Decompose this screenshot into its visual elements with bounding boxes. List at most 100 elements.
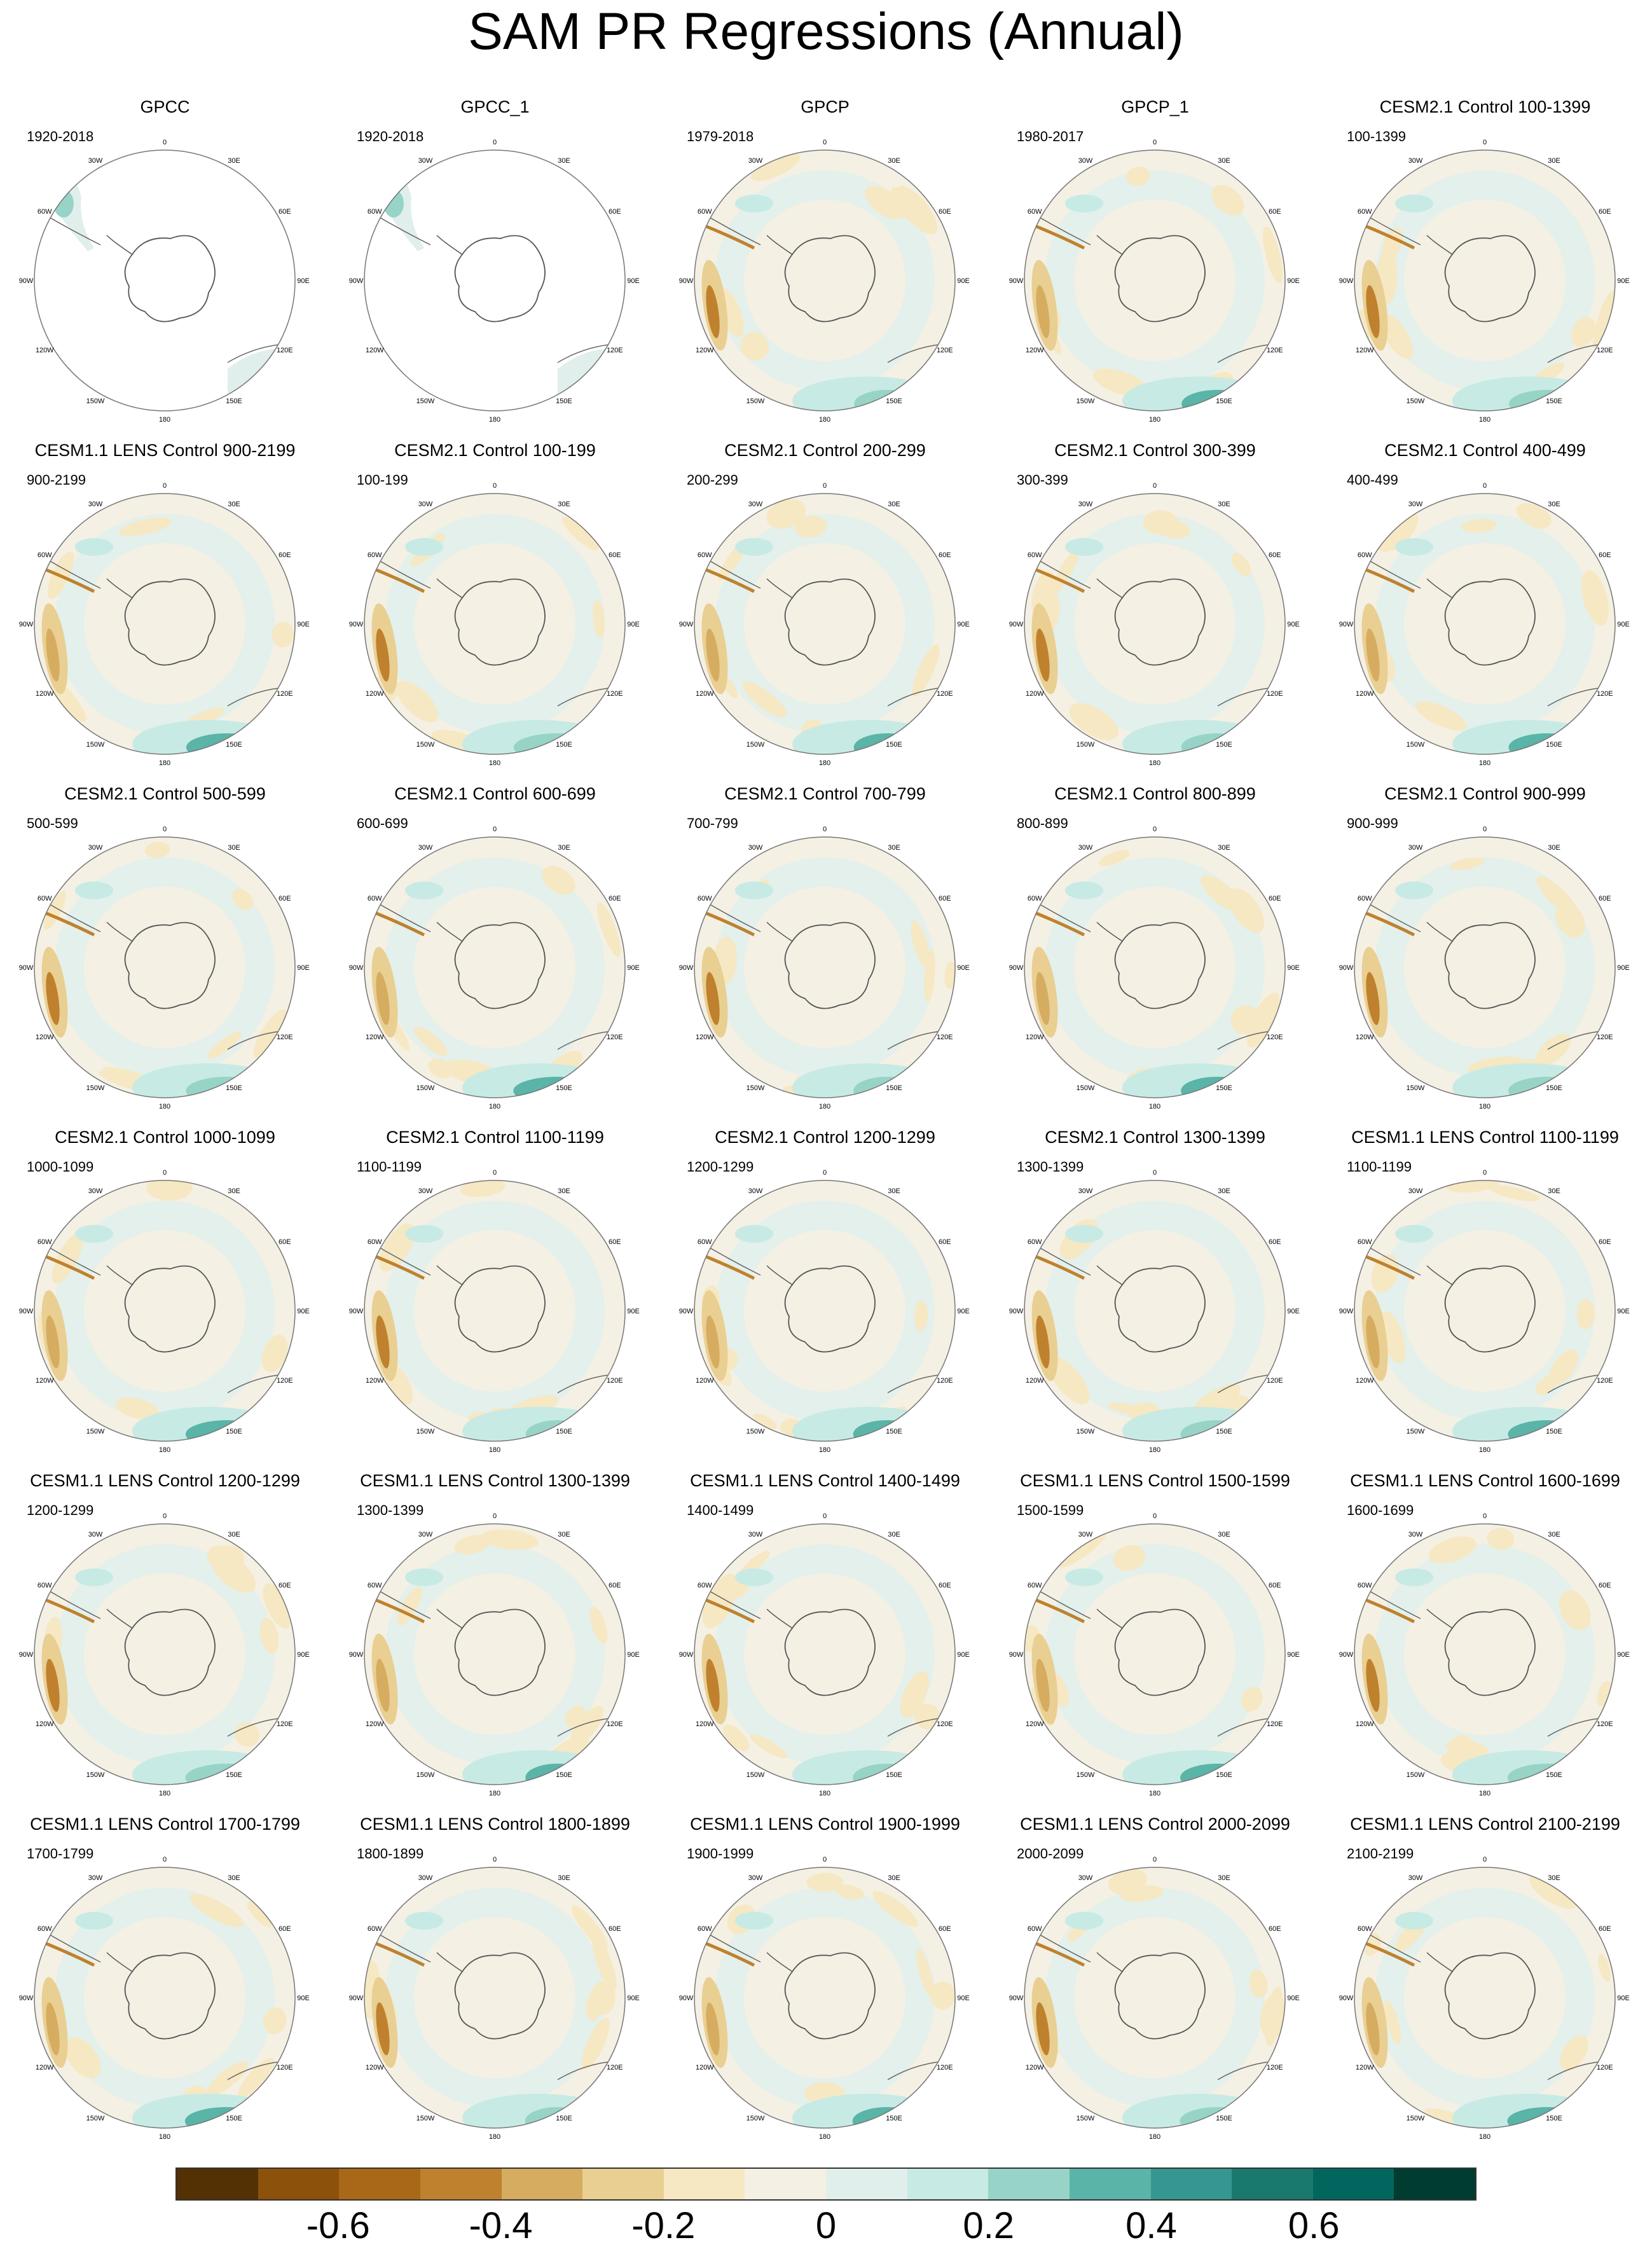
longitude-label: 90E bbox=[297, 1651, 310, 1659]
longitude-label: 0 bbox=[1153, 826, 1157, 833]
longitude-label: 60E bbox=[1269, 895, 1281, 902]
longitude-label: 150W bbox=[86, 741, 105, 749]
panel-period: 1500-1599 bbox=[1017, 1502, 1084, 1518]
longitude-label: 30W bbox=[1408, 501, 1423, 508]
longitude-label: 30E bbox=[558, 844, 570, 852]
panel-period: 1980-2017 bbox=[1017, 128, 1084, 144]
longitude-label: 30E bbox=[1548, 1187, 1560, 1195]
map-panel: CESM2.1 Control 1100-1199 0 30E 60E 90E 120E 1… bbox=[330, 1119, 660, 1463]
longitude-label: 180 bbox=[819, 1446, 830, 1454]
longitude-label: 60E bbox=[609, 1238, 621, 1246]
longitude-label: 120E bbox=[1267, 347, 1283, 354]
longitude-label: 60W bbox=[368, 1582, 382, 1589]
longitude-label: 120E bbox=[1267, 690, 1283, 698]
longitude-label: 90E bbox=[297, 1308, 310, 1315]
longitude-label: 150W bbox=[747, 1084, 765, 1092]
colorbar-swatch bbox=[1394, 2169, 1475, 2199]
longitude-label: 150W bbox=[86, 398, 105, 405]
longitude-label: 180 bbox=[1479, 759, 1490, 767]
longitude-label: 90W bbox=[349, 1308, 364, 1315]
map-panel: GPCP 0 30E 60E 90E 120E 150E 180 150W 120W 90W 60W 3… bbox=[660, 89, 990, 432]
panel-period: 500-599 bbox=[27, 815, 78, 831]
longitude-label: 90E bbox=[1617, 621, 1630, 628]
longitude-label: 30E bbox=[228, 501, 240, 508]
longitude-label: 60W bbox=[38, 208, 52, 216]
longitude-label: 0 bbox=[823, 826, 827, 833]
longitude-label: 90E bbox=[1617, 1308, 1630, 1315]
longitude-label: 30W bbox=[1408, 157, 1423, 165]
map-panel: CESM2.1 Control 700-799 0 30E 60E 90E 120E 150… bbox=[660, 776, 990, 1119]
polar-stereographic-map: 0 30E 60E 90E 120E 150E 180 150W 120W 90W 60W 30W bbox=[679, 139, 970, 424]
map-panel: CESM1.1 LENS Control 1900-1999 0 30E 60E 90E… bbox=[660, 1806, 990, 2150]
longitude-label: 90W bbox=[349, 964, 364, 972]
longitude-label: 0 bbox=[1483, 1512, 1487, 1520]
longitude-label: 90E bbox=[957, 277, 970, 285]
longitude-label: 150E bbox=[556, 2115, 572, 2122]
longitude-label: 150W bbox=[1077, 2115, 1095, 2122]
longitude-label: 120W bbox=[696, 347, 714, 354]
longitude-label: 30E bbox=[558, 1531, 570, 1538]
longitude-label: 90W bbox=[679, 964, 694, 972]
longitude-label: 60W bbox=[368, 895, 382, 902]
longitude-label: 30E bbox=[228, 157, 240, 165]
longitude-label: 0 bbox=[163, 826, 167, 833]
longitude-label: 30E bbox=[1548, 157, 1560, 165]
longitude-label: 120E bbox=[937, 690, 953, 698]
polar-stereographic-map: 0 30E 60E 90E 120E 150E 180 150W 120W 90W 60W 30W bbox=[1339, 1512, 1630, 1797]
longitude-label: 120E bbox=[937, 347, 953, 354]
longitude-label: 150W bbox=[416, 398, 435, 405]
longitude-label: 180 bbox=[489, 759, 500, 767]
panel-title: CESM2.1 Control 200-299 bbox=[724, 441, 926, 460]
panel-title: CESM2.1 Control 600-699 bbox=[394, 784, 596, 803]
longitude-label: 30E bbox=[888, 1531, 900, 1538]
longitude-label: 30W bbox=[1078, 844, 1093, 852]
longitude-label: 90W bbox=[19, 964, 34, 972]
colorbar-swatch bbox=[1312, 2169, 1394, 2199]
longitude-label: 150E bbox=[556, 1428, 572, 1435]
panel-period: 1800-1899 bbox=[357, 1846, 424, 1862]
colorbar-swatch bbox=[177, 2169, 258, 2199]
longitude-label: 60W bbox=[1028, 1238, 1042, 1246]
longitude-label: 120W bbox=[1356, 1377, 1374, 1385]
longitude-label: 150E bbox=[226, 398, 242, 405]
longitude-label: 120E bbox=[1597, 1377, 1613, 1385]
longitude-label: 0 bbox=[163, 482, 167, 490]
longitude-label: 0 bbox=[1483, 1169, 1487, 1177]
longitude-label: 120W bbox=[696, 1034, 714, 1041]
map-panel: CESM1.1 LENS Control 1800-1899 0 30E 60E 90E… bbox=[330, 1806, 660, 2150]
longitude-label: 150W bbox=[1077, 741, 1095, 749]
longitude-label: 150E bbox=[556, 398, 572, 405]
longitude-label: 60W bbox=[1028, 208, 1042, 216]
longitude-label: 120E bbox=[1597, 1034, 1613, 1041]
longitude-label: 90W bbox=[1009, 277, 1024, 285]
map-panel: CESM2.1 Control 400-499 0 30E 60E 90E 120E 150… bbox=[1320, 432, 1650, 776]
longitude-label: 120E bbox=[937, 1720, 953, 1728]
map-panel: CESM2.1 Control 800-899 0 30E 60E 90E 120E 150… bbox=[990, 776, 1320, 1119]
panel-title: GPCP_1 bbox=[1121, 97, 1189, 116]
longitude-label: 150W bbox=[416, 1771, 435, 1779]
longitude-label: 30W bbox=[88, 1531, 103, 1538]
longitude-label: 150W bbox=[416, 741, 435, 749]
longitude-label: 0 bbox=[493, 826, 497, 833]
longitude-label: 30W bbox=[748, 157, 763, 165]
longitude-label: 60E bbox=[609, 1925, 621, 1933]
panel-title: CESM1.1 LENS Control 1800-1899 bbox=[360, 1815, 630, 1834]
panel-period: 1200-1299 bbox=[27, 1502, 94, 1518]
longitude-label: 30W bbox=[88, 501, 103, 508]
longitude-label: 0 bbox=[163, 1856, 167, 1863]
panel-period: 1400-1499 bbox=[687, 1502, 754, 1518]
longitude-label: 120W bbox=[366, 347, 384, 354]
longitude-label: 60E bbox=[279, 895, 291, 902]
longitude-label: 30E bbox=[1218, 844, 1230, 852]
longitude-label: 60W bbox=[1028, 1925, 1042, 1933]
longitude-label: 180 bbox=[1149, 2133, 1160, 2141]
longitude-label: 90W bbox=[19, 1308, 34, 1315]
longitude-label: 30W bbox=[418, 1187, 433, 1195]
panel-title: CESM1.1 LENS Control 1900-1999 bbox=[690, 1815, 960, 1834]
polar-stereographic-map: 0 30E 60E 90E 120E 150E 180 150W 120W 90W 60W 30W bbox=[19, 826, 310, 1110]
longitude-label: 150E bbox=[886, 1428, 902, 1435]
colorbar-swatch bbox=[582, 2169, 664, 2199]
longitude-label: 180 bbox=[159, 759, 170, 767]
panel-period: 800-899 bbox=[1017, 815, 1068, 831]
longitude-label: 30E bbox=[888, 157, 900, 165]
